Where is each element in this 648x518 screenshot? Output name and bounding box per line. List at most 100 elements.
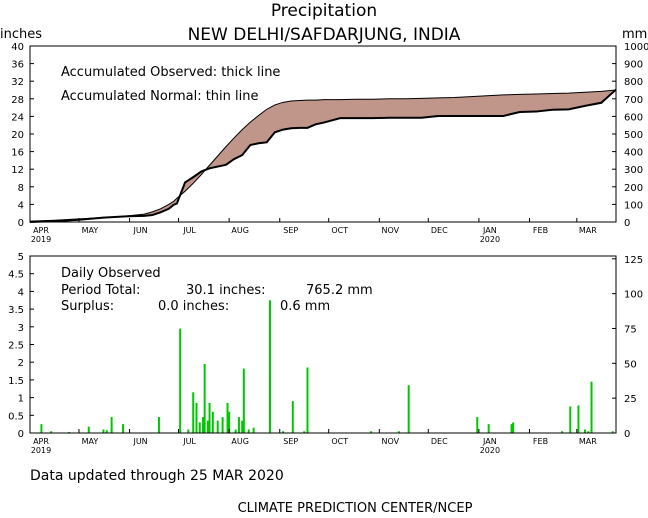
period-total-mm: 765.2 mm xyxy=(306,283,373,298)
top-year-label: 2020 xyxy=(480,235,500,244)
chart-title: Precipitation xyxy=(271,1,377,21)
bottom-month-label: SEP xyxy=(283,437,298,446)
daily-precip-bar xyxy=(510,424,513,433)
bottom-right-tick-label: 25 xyxy=(624,394,637,405)
bottom-month-label: DEC xyxy=(431,437,448,446)
top-month-label: AUG xyxy=(231,226,249,235)
top-month-label: FEB xyxy=(533,226,548,235)
surplus-inches: 0.0 inches: xyxy=(158,299,229,314)
daily-precip-bar xyxy=(192,392,195,433)
bottom-month-label: JUL xyxy=(182,437,196,446)
top-left-tick-label: 24 xyxy=(11,112,24,123)
daily-precip-bar xyxy=(407,385,410,433)
top-right-tick-label: 200 xyxy=(624,183,643,194)
credit-line: CLIMATE PREDICTION CENTER/NCEP xyxy=(238,501,473,516)
top-month-label: OCT xyxy=(331,226,348,235)
daily-precip-bar xyxy=(202,417,205,433)
bottom-left-tick-label: 0 xyxy=(18,429,24,440)
bottom-left-tick-label: 2 xyxy=(18,358,24,369)
top-right-tick-label: 900 xyxy=(624,60,643,71)
top-month-label: DEC xyxy=(431,226,448,235)
bottom-year-label: 2019 xyxy=(31,446,51,455)
bottom-right-tick-label: 100 xyxy=(624,290,643,301)
bottom-month-label: MAR xyxy=(579,437,597,446)
daily-precip-bar xyxy=(237,417,240,433)
daily-precip-bar xyxy=(203,363,206,433)
legend-observed: Accumulated Observed: thick line xyxy=(61,65,280,80)
daily-precip-bar xyxy=(241,420,244,433)
daily-precip-bar xyxy=(234,429,237,433)
daily-precip-bar xyxy=(512,422,515,433)
bottom-left-tick-label: 5 xyxy=(18,252,24,263)
daily-precip-bar xyxy=(226,402,229,433)
accumulated-normal-line xyxy=(29,89,617,222)
top-year-label: 2019 xyxy=(31,235,51,244)
top-right-tick-label: 0 xyxy=(624,218,630,229)
bottom-right-tick-label: 75 xyxy=(624,324,637,335)
top-right-unit-label: mm xyxy=(622,27,647,42)
period-total-inches: 30.1 inches: xyxy=(186,283,265,298)
top-right-tick-label: 1000 xyxy=(624,42,648,53)
top-left-tick-label: 16 xyxy=(11,148,24,159)
daily-precip-bar xyxy=(476,417,479,433)
daily-precip-bar xyxy=(611,431,614,433)
daily-precip-bar xyxy=(228,411,231,433)
deficit-area xyxy=(30,89,616,222)
top-left-tick-label: 28 xyxy=(11,95,24,106)
top-left-tick-label: 12 xyxy=(11,165,24,176)
daily-precip-bar xyxy=(87,426,90,433)
bottom-right-tick-label: 0 xyxy=(624,429,630,440)
daily-precip-bar xyxy=(577,405,580,433)
daily-precip-bar xyxy=(179,328,182,433)
bottom-left-tick-label: 4 xyxy=(18,287,24,298)
daily-precip-bar xyxy=(370,431,373,433)
daily-precip-bar xyxy=(40,424,43,433)
chart-subtitle: NEW DELHI/SAFDARJUNG, INDIA xyxy=(188,25,461,45)
top-right-tick-label: 100 xyxy=(624,200,643,211)
daily-precip-bar xyxy=(242,368,245,433)
daily-precip-bar xyxy=(247,429,250,433)
daily-precip-bar xyxy=(590,381,593,433)
bottom-left-tick-label: 4.5 xyxy=(8,270,24,281)
daily-precip-bar xyxy=(268,300,271,433)
daily-precip-bar xyxy=(216,420,219,433)
data-updated-note: Data updated through 25 MAR 2020 xyxy=(30,468,284,484)
bottom-month-label: JUN xyxy=(132,437,147,446)
top-left-tick-label: 32 xyxy=(11,77,24,88)
daily-precip-bar xyxy=(583,429,586,433)
daily-precip-bar xyxy=(122,424,125,433)
bottom-left-tick-label: 3.5 xyxy=(8,305,24,316)
top-right-tick-label: 700 xyxy=(624,95,643,106)
bottom-left-tick-label: 0.5 xyxy=(8,411,24,422)
top-right-tick-label: 500 xyxy=(624,130,643,141)
top-month-label: NOV xyxy=(382,226,400,235)
top-left-tick-label: 0 xyxy=(18,218,24,229)
daily-precip-bar xyxy=(303,431,306,433)
top-right-tick-label: 600 xyxy=(624,112,643,123)
daily-precip-bar xyxy=(211,411,214,433)
bottom-month-label: APR xyxy=(33,437,49,446)
top-month-label: JAN xyxy=(482,226,497,235)
top-left-tick-label: 8 xyxy=(18,183,24,194)
daily-precip-bar xyxy=(291,401,294,433)
daily-precip-bar xyxy=(206,420,209,433)
bottom-right-tick-label: 125 xyxy=(624,255,643,266)
period-total-label: Period Total: xyxy=(61,283,140,298)
daily-precip-bar xyxy=(187,429,190,433)
top-left-tick-label: 36 xyxy=(11,60,24,71)
top-right-tick-label: 300 xyxy=(624,165,643,176)
top-month-label: APR xyxy=(33,226,49,235)
accumulated-observed-line xyxy=(29,88,617,223)
accumulated-panel: 0481216202428323640010020030040050060070… xyxy=(11,42,648,244)
daily-precip-bar xyxy=(252,427,255,433)
top-left-tick-label: 20 xyxy=(11,130,24,141)
daily-precip-bar xyxy=(306,367,309,433)
daily-precip-bar xyxy=(561,431,564,433)
top-month-label: JUN xyxy=(132,226,147,235)
top-left-tick-label: 4 xyxy=(18,200,24,211)
daily-precip-bar xyxy=(102,429,105,433)
top-month-label: MAR xyxy=(579,226,597,235)
daily-precip-bar xyxy=(282,431,285,433)
top-month-label: SEP xyxy=(283,226,298,235)
